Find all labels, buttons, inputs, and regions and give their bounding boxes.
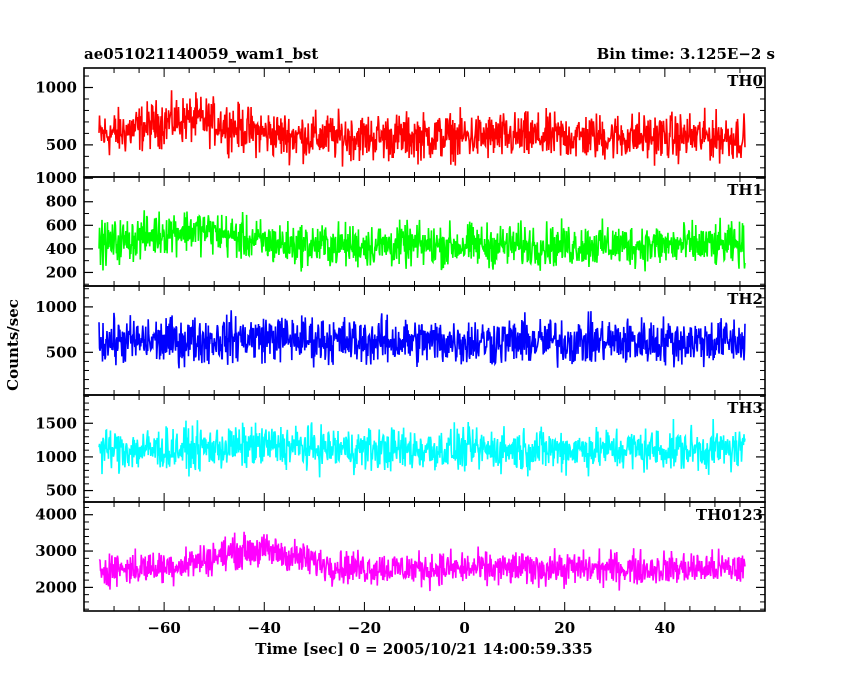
panel-label: TH1: [727, 181, 763, 199]
y-tick-label: 3000: [35, 542, 77, 560]
panel-th0: 500 1000 TH0: [35, 67, 766, 178]
y-tick-label: 1000: [35, 79, 77, 97]
y-tick-label: 400: [46, 240, 77, 258]
panel-th2: 500 1000 TH2: [35, 285, 766, 396]
y-tick-label: 500: [46, 343, 77, 361]
x-tick-label: 0: [459, 619, 469, 637]
y-tick-label: 1000: [35, 298, 77, 316]
series-th1-line: [98, 210, 746, 272]
y-tick-label: 1500: [35, 414, 77, 432]
y-tick-label: 2000: [35, 578, 77, 596]
y-tick-label: 500: [46, 136, 77, 154]
y-tick-label: 1000: [35, 448, 77, 466]
x-axis: −60 −40 −20 0 20 40: [147, 619, 675, 637]
panel-label: TH0123: [696, 506, 763, 524]
bin-time-label: Bin time: 3.125E−2 s: [597, 45, 775, 63]
panel-th0123: 2000 3000 4000 TH0123: [35, 501, 766, 612]
series-th3-line: [98, 418, 746, 478]
panel-label: TH2: [727, 290, 763, 308]
x-axis-label: Time [sec] 0 = 2005/10/21 14:00:59.335: [255, 640, 592, 658]
chart-title: ae051021140059_wam1_bst: [84, 45, 318, 63]
series-th2-line: [98, 310, 746, 369]
panel-th1: 200 400 600 800 1000 TH1: [35, 169, 766, 287]
x-tick-label: 20: [554, 619, 575, 637]
y-tick-label: 200: [46, 263, 77, 281]
y-axis-label: Counts/sec: [4, 299, 22, 391]
x-tick-label: −20: [348, 619, 381, 637]
panel-label: TH3: [727, 399, 763, 417]
x-tick-label: −40: [248, 619, 281, 637]
x-tick-label: −60: [147, 619, 180, 637]
y-tick-label: 1000: [35, 169, 77, 187]
panel-th3: 500 1000 1500 TH3: [35, 394, 766, 503]
y-tick-label: 800: [46, 193, 77, 211]
y-tick-label: 4000: [35, 506, 77, 524]
series-th0-line: [98, 90, 746, 167]
x-tick-label: 40: [654, 619, 675, 637]
y-tick-label: 500: [46, 482, 77, 500]
series-th0123-line: [98, 531, 746, 592]
y-tick-label: 600: [46, 216, 77, 234]
panel-label: TH0: [727, 72, 763, 90]
panel-frame: [83, 501, 766, 612]
